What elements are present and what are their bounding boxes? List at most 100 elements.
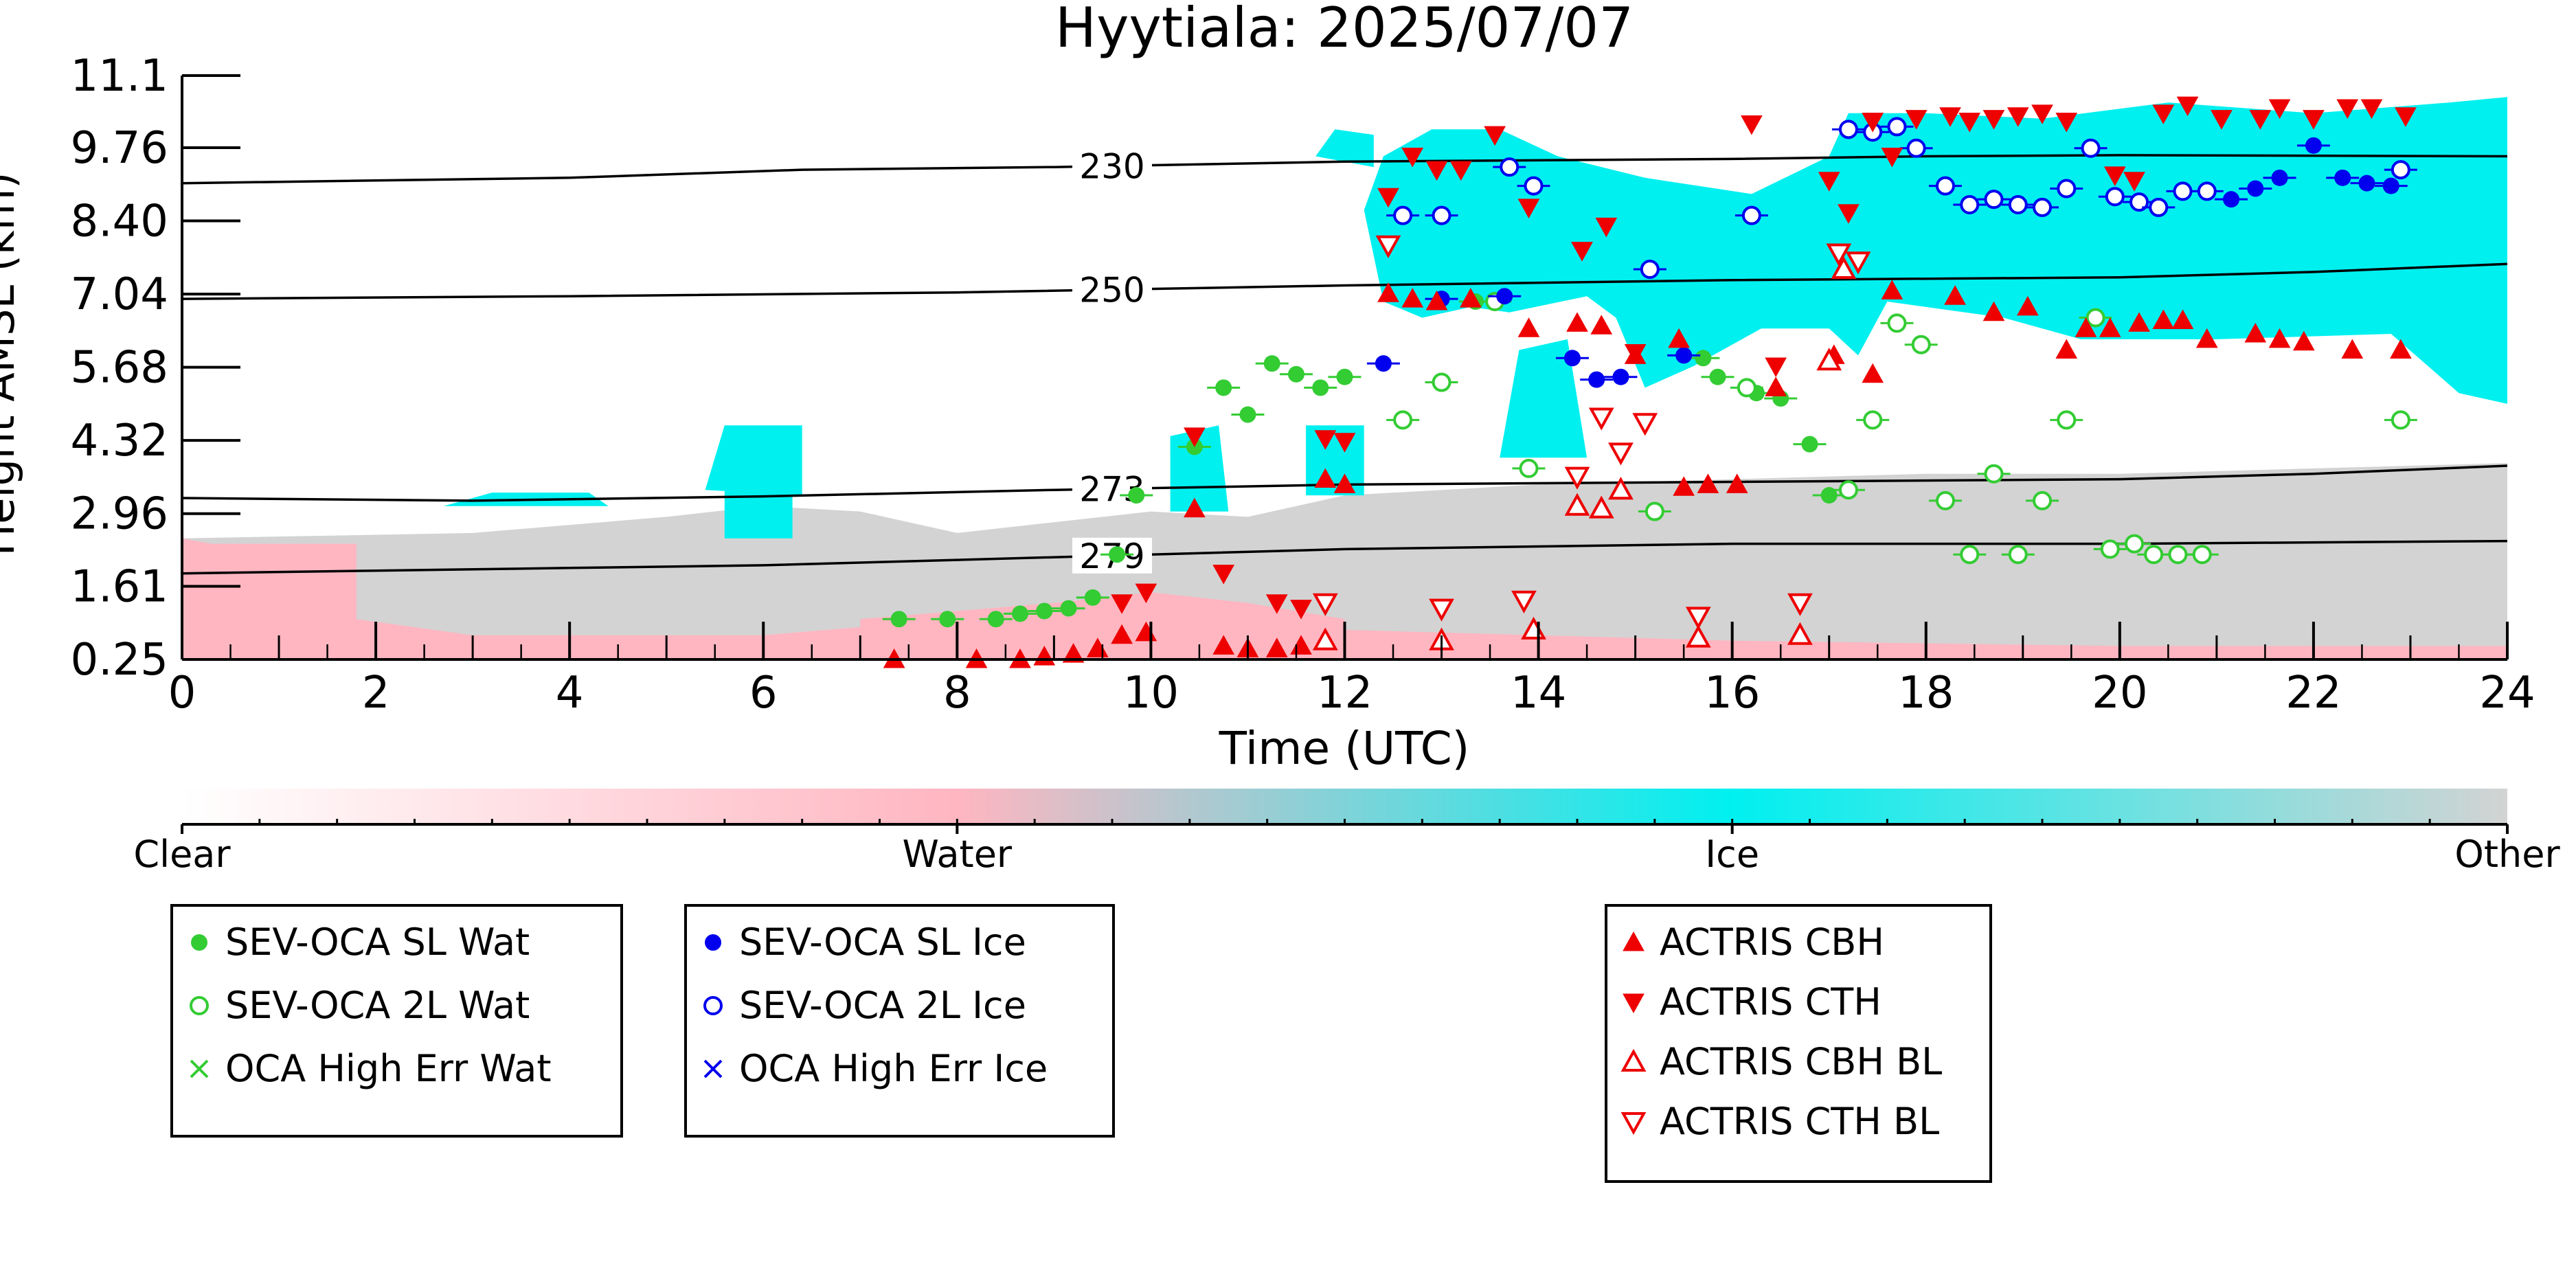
data-point — [1239, 406, 1256, 423]
colorbar-gradient — [182, 789, 2507, 824]
data-point — [1801, 436, 1818, 453]
data-point — [1984, 190, 2004, 210]
series-sev-oca-sl-wat — [882, 293, 1846, 628]
legend-label: SEV-OCA 2L Wat — [225, 984, 530, 1027]
data-point — [2244, 323, 2267, 343]
x-tick-label: 8 — [943, 668, 971, 719]
data-point — [1336, 368, 1353, 385]
data-point — [1709, 368, 1726, 385]
data-point — [1588, 495, 1614, 519]
data-point — [2124, 534, 2144, 554]
data-point — [1314, 468, 1337, 488]
data-point — [2057, 179, 2077, 199]
data-point — [1685, 607, 1711, 630]
x-tick-label: 22 — [2285, 668, 2341, 719]
data-point — [2271, 169, 2288, 186]
data-point — [1838, 480, 1858, 500]
data-point — [1668, 328, 1690, 348]
data-point — [2152, 104, 2175, 124]
data-point — [2391, 410, 2410, 430]
colorbar-label: Other — [2454, 833, 2560, 876]
y-tick-label: 1.61 — [71, 561, 169, 612]
data-point — [2360, 99, 2383, 120]
data-point — [1612, 368, 1629, 385]
contour-label-gap — [1072, 148, 1152, 184]
data-point — [1109, 546, 1126, 563]
data-point — [1862, 113, 1884, 133]
data-point — [1312, 627, 1338, 651]
data-point — [2103, 166, 2126, 186]
data-point — [2247, 180, 2264, 197]
y-tick-label: 7.04 — [71, 269, 169, 320]
data-point — [1425, 291, 1448, 310]
data-point — [890, 611, 907, 628]
data-point — [1982, 110, 2005, 130]
data-point — [1571, 242, 1593, 262]
x-tick-label: 18 — [1898, 668, 1954, 719]
data-markers — [882, 96, 2417, 668]
data-point — [1333, 433, 1356, 453]
data-point — [2075, 317, 2097, 337]
data-point — [1838, 204, 1860, 224]
legend-box-1: SEV-OCA SL Wat SEV-OCA 2L Wat OCA High Err… — [170, 904, 623, 1138]
data-point — [2197, 181, 2217, 201]
legend-marker — [1620, 1112, 1647, 1136]
data-point — [1377, 188, 1399, 208]
phase-region-ice — [1364, 97, 2507, 404]
data-point — [2033, 490, 2052, 510]
data-point — [1375, 235, 1401, 258]
data-point — [1036, 602, 1053, 620]
x-tick-label: 12 — [1317, 668, 1372, 719]
data-point — [1831, 256, 1857, 280]
data-point — [2123, 172, 2145, 192]
data-point — [2336, 99, 2359, 120]
data-point — [2105, 187, 2125, 207]
data-point — [2223, 191, 2240, 208]
data-point — [1432, 372, 1451, 392]
data-point — [1608, 442, 1634, 466]
x-tick-label: 2 — [362, 668, 390, 719]
data-point — [1496, 288, 1513, 305]
data-point — [2100, 539, 2120, 559]
data-point — [1563, 350, 1581, 367]
data-point — [2382, 177, 2399, 194]
y-tick-label: 5.68 — [71, 343, 169, 394]
series-sev-oca-sl-ice — [1366, 137, 2408, 388]
data-point — [1263, 355, 1280, 372]
data-point — [2099, 317, 2121, 337]
legend-box-3: ACTRIS CBH ACTRIS CTH ACTRIS CBH BL ACTRIS … — [1605, 904, 1992, 1183]
data-point — [1673, 476, 1695, 496]
x-tick-label: 14 — [1511, 668, 1566, 719]
phase-region-ice — [1500, 339, 1588, 458]
data-point — [1432, 205, 1451, 225]
data-point — [1695, 350, 1712, 367]
data-point — [1826, 243, 1852, 267]
data-point — [1564, 466, 1590, 490]
data-point — [1588, 407, 1614, 431]
data-point — [1314, 430, 1337, 450]
data-point — [1685, 624, 1711, 648]
data-point — [1449, 161, 1472, 181]
legend-marker — [1623, 993, 1645, 1014]
data-point — [1741, 115, 1763, 135]
legend-marker — [190, 996, 209, 1015]
data-point — [1265, 594, 1288, 614]
data-point — [2303, 110, 2325, 130]
data-point — [1820, 487, 1838, 504]
data-point — [1787, 593, 1813, 616]
data-point — [1645, 501, 1664, 521]
data-point — [1863, 410, 1883, 430]
contour-230 — [182, 154, 2507, 185]
phase-colorbar: Clear Water Ice Other — [133, 789, 2560, 876]
data-point — [1265, 637, 1288, 657]
series-sev-oca-2l-wat — [1386, 292, 2417, 565]
data-point — [2033, 197, 2052, 217]
data-point — [1566, 312, 1588, 332]
x-axis-label: Time (UTC) — [1219, 722, 1470, 775]
data-point — [1312, 593, 1338, 616]
data-point — [1818, 172, 1840, 192]
y-tick-label: 0.25 — [71, 635, 169, 686]
data-point — [1377, 282, 1399, 302]
data-point — [1511, 590, 1537, 613]
